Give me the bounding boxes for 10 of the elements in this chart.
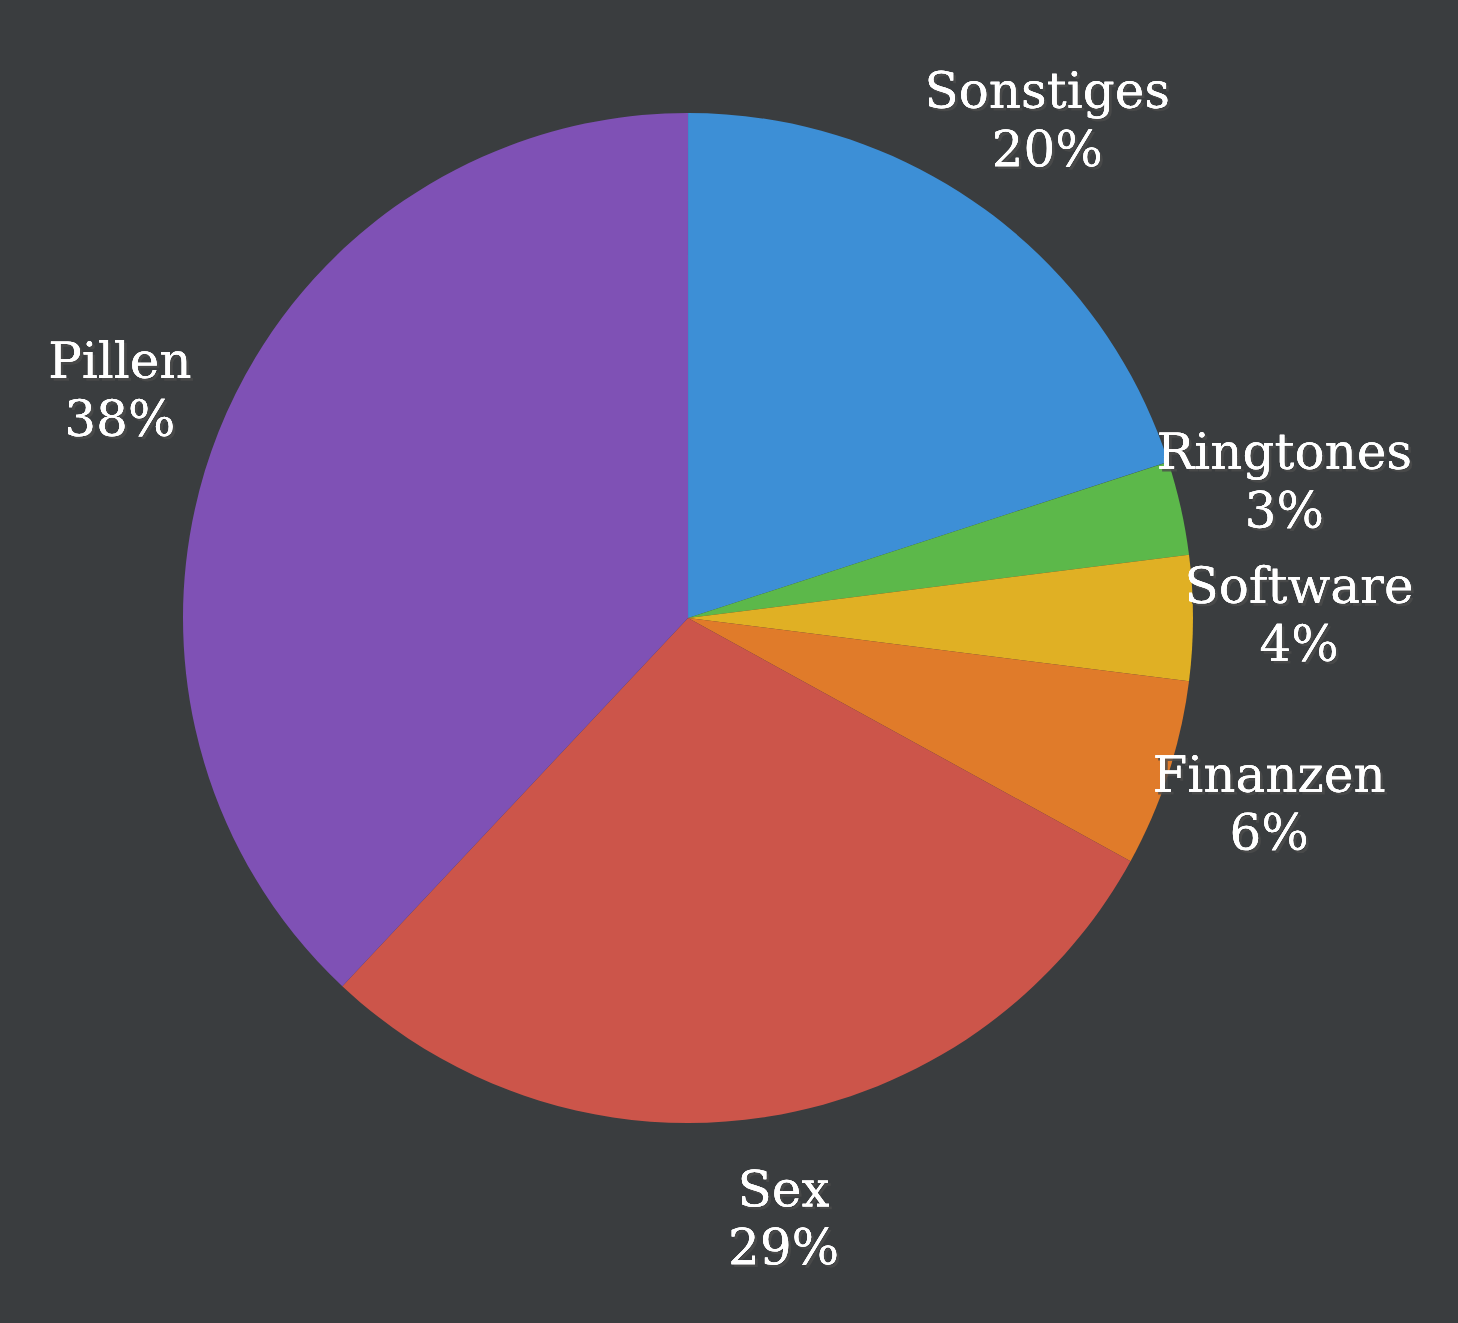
data-label: 20% [995,129,1103,170]
slice-label: Sonstiges [928,70,1171,122]
data-label: 3% [1248,490,1325,531]
pie-slice [342,618,1131,1123]
data-label: 6% [1232,812,1309,854]
data-label: 29% [731,1227,840,1268]
data-label: 4% [1260,623,1339,665]
slice-label: Pillen [50,339,193,382]
slice-label: Sex [741,1169,832,1210]
data-label: 38% [68,398,176,440]
